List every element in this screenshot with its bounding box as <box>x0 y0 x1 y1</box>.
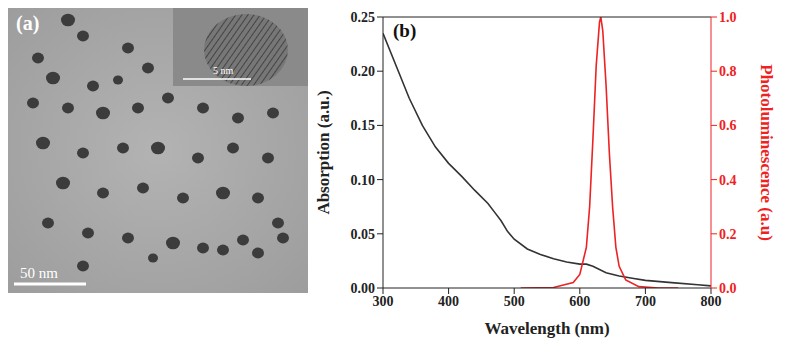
svg-text:600: 600 <box>569 294 590 309</box>
svg-text:1.0: 1.0 <box>719 10 737 25</box>
svg-text:0.15: 0.15 <box>351 118 376 133</box>
svg-text:500: 500 <box>504 294 525 309</box>
svg-text:0.00: 0.00 <box>351 281 376 296</box>
svg-text:0.25: 0.25 <box>351 10 376 25</box>
svg-text:Wavelength (nm): Wavelength (nm) <box>484 319 609 338</box>
html-text:(b): (b) <box>393 20 417 41</box>
svg-text:700: 700 <box>635 294 656 309</box>
svg-text:0.0: 0.0 <box>719 281 737 296</box>
svg-text:0.05: 0.05 <box>351 227 376 242</box>
svg-text:Photoluminescence (a.u): Photoluminescence (a.u) <box>757 64 776 241</box>
svg-text:0.10: 0.10 <box>351 173 376 188</box>
svg-text:Absorption (a.u.): Absorption (a.u.) <box>314 90 333 214</box>
svg-text:0.4: 0.4 <box>719 173 737 188</box>
svg-text:0.20: 0.20 <box>351 64 376 79</box>
svg-text:800: 800 <box>701 294 722 309</box>
svg-text:5 nm: 5 nm <box>213 65 234 76</box>
svg-text:(a): (a) <box>16 12 39 35</box>
svg-text:0.6: 0.6 <box>719 118 737 133</box>
svg-text:50 nm: 50 nm <box>20 265 58 281</box>
svg-text:300: 300 <box>373 294 394 309</box>
svg-text:400: 400 <box>438 294 459 309</box>
svg-text:0.8: 0.8 <box>719 64 737 79</box>
svg-text:0.2: 0.2 <box>719 227 737 242</box>
